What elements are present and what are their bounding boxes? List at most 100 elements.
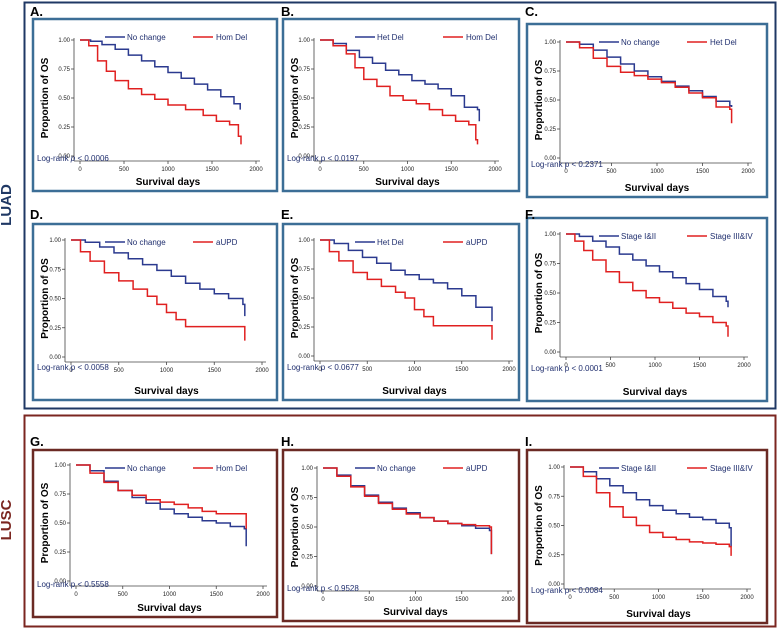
x-axis-label: Survival days [137, 603, 202, 614]
panel-frame [281, 17, 521, 193]
y-tick-label: 0.50 [298, 96, 310, 102]
km-curve-blue [320, 39, 481, 122]
x-tick-label: 500 [609, 595, 620, 601]
logrank-stat: Log-rank p < 0.0197 [287, 154, 359, 163]
x-tick-label: 1500 [208, 368, 222, 374]
x-tick-label: 1000 [163, 592, 177, 598]
x-tick-label: 1000 [408, 367, 422, 373]
y-tick-label: 0.50 [49, 297, 61, 303]
km-curve-red [71, 239, 246, 341]
y-axis-label: Proportion of OS [534, 59, 545, 140]
y-tick-label: 1.00 [58, 38, 70, 44]
legend-label: Stage III&IV [710, 464, 753, 473]
x-tick-label: 2000 [255, 368, 269, 374]
y-tick-label: 1.00 [298, 38, 310, 44]
x-tick-label: 500 [364, 597, 375, 603]
y-tick-label: 0.75 [49, 267, 61, 273]
km-panel-a: A. 0.00 0.25 0.50 0.75 1.00 0 500 1000 1500 2000 Su… [30, 4, 279, 193]
y-tick-label: 0.00 [58, 154, 70, 160]
km-curve-blue [71, 239, 246, 317]
y-tick-label: 0.75 [548, 494, 560, 500]
y-tick-label: 0.00 [301, 584, 313, 590]
km-panel-c: C. 0.00 0.25 0.50 0.75 1.00 0 500 1000 1500 2000 Su… [525, 4, 769, 199]
y-tick-label: 0.75 [54, 492, 66, 498]
panel-frame [525, 22, 769, 199]
km-curve-red [570, 466, 732, 556]
x-tick-label: 1000 [161, 167, 175, 173]
y-tick-label: 0.25 [548, 553, 560, 559]
y-tick-label: 1.00 [544, 232, 556, 238]
x-tick-label: 2000 [249, 167, 263, 173]
x-axis-label: Survival days [626, 609, 691, 620]
x-axis-label: Survival days [134, 386, 199, 397]
x-tick-label: 0 [564, 363, 568, 369]
y-tick-label: 1.00 [301, 466, 313, 472]
panel-letter: H. [281, 434, 294, 449]
x-axis-label: Survival days [625, 183, 690, 194]
x-tick-label: 1500 [210, 592, 224, 598]
x-tick-label: 2000 [256, 592, 270, 598]
legend-label: aUPD [466, 238, 488, 247]
y-tick-label: 0.25 [301, 555, 313, 561]
y-tick-label: 0.25 [54, 550, 66, 556]
km-panel-f: F. 0.00 0.25 0.50 0.75 1.00 0 500 1000 1500 2000 Su… [525, 207, 769, 403]
km-curve-red [566, 233, 729, 337]
x-tick-label: 0 [74, 592, 78, 598]
y-tick-label: 0.00 [49, 355, 61, 361]
x-tick-label: 2000 [740, 595, 754, 601]
x-tick-label: 1500 [696, 169, 710, 175]
logrank-stat: Log-rank p < 0.9528 [287, 584, 359, 593]
x-tick-label: 0 [564, 169, 568, 175]
x-tick-label: 500 [118, 592, 129, 598]
y-tick-label: 0.75 [298, 267, 310, 273]
panel-frame [281, 448, 521, 623]
lusc-group-label: LUSC [0, 499, 15, 540]
legend-label: Hom Del [466, 33, 497, 42]
legend-label: aUPD [216, 238, 238, 247]
legend-label: No change [127, 33, 166, 42]
panel-letter: E. [281, 207, 293, 222]
km-curve-blue [320, 239, 493, 322]
legend-label: No change [377, 464, 416, 473]
km-curve-blue [566, 233, 729, 308]
legend-label: Stage I&II [621, 232, 656, 241]
y-tick-label: 0.25 [49, 326, 61, 332]
y-tick-label: 0.25 [298, 325, 310, 331]
x-tick-label: 0 [318, 367, 322, 373]
km-curve-red [320, 239, 493, 340]
luad-group-label: LUAD [0, 184, 15, 226]
y-tick-label: 1.00 [49, 238, 61, 244]
km-panel-h: H. 0.00 0.25 0.50 0.75 1.00 0 500 1000 1500 2000 Su… [281, 434, 521, 623]
km-panel-i: I. 0.00 0.25 0.50 0.75 1.00 0 500 1000 1500 2000 Su… [525, 434, 769, 625]
y-tick-label: 0.75 [298, 67, 310, 73]
x-tick-label: 1500 [696, 595, 710, 601]
logrank-stat: Log-rank p < 0.0001 [531, 364, 603, 373]
logrank-stat: Log-rank p < 0.5558 [37, 580, 109, 589]
x-tick-label: 0 [69, 368, 73, 374]
y-tick-label: 0.50 [544, 98, 556, 104]
y-tick-label: 1.00 [298, 238, 310, 244]
y-tick-label: 0.00 [544, 156, 556, 162]
x-tick-label: 2000 [737, 363, 751, 369]
x-tick-label: 500 [605, 363, 616, 369]
x-tick-label: 1500 [205, 167, 219, 173]
panel-letter: G. [30, 434, 44, 449]
legend-label: Hom Del [216, 464, 247, 473]
panel-frame [31, 448, 279, 619]
logrank-stat: Log-rank p < 0.0084 [531, 586, 603, 595]
x-axis-label: Survival days [375, 177, 440, 188]
x-tick-label: 1000 [160, 368, 174, 374]
panel-letter: C. [525, 4, 538, 19]
x-tick-label: 2000 [488, 167, 502, 173]
panel-letter: A. [30, 4, 43, 19]
x-tick-label: 1000 [409, 597, 423, 603]
panel-letter: I. [525, 434, 532, 449]
y-tick-label: 1.00 [548, 465, 560, 471]
x-tick-label: 1500 [693, 363, 707, 369]
x-tick-label: 1000 [652, 595, 666, 601]
x-tick-label: 1500 [445, 167, 459, 173]
y-tick-label: 0.00 [54, 579, 66, 585]
y-tick-label: 0.50 [298, 296, 310, 302]
legend-label: Het Del [377, 238, 404, 247]
